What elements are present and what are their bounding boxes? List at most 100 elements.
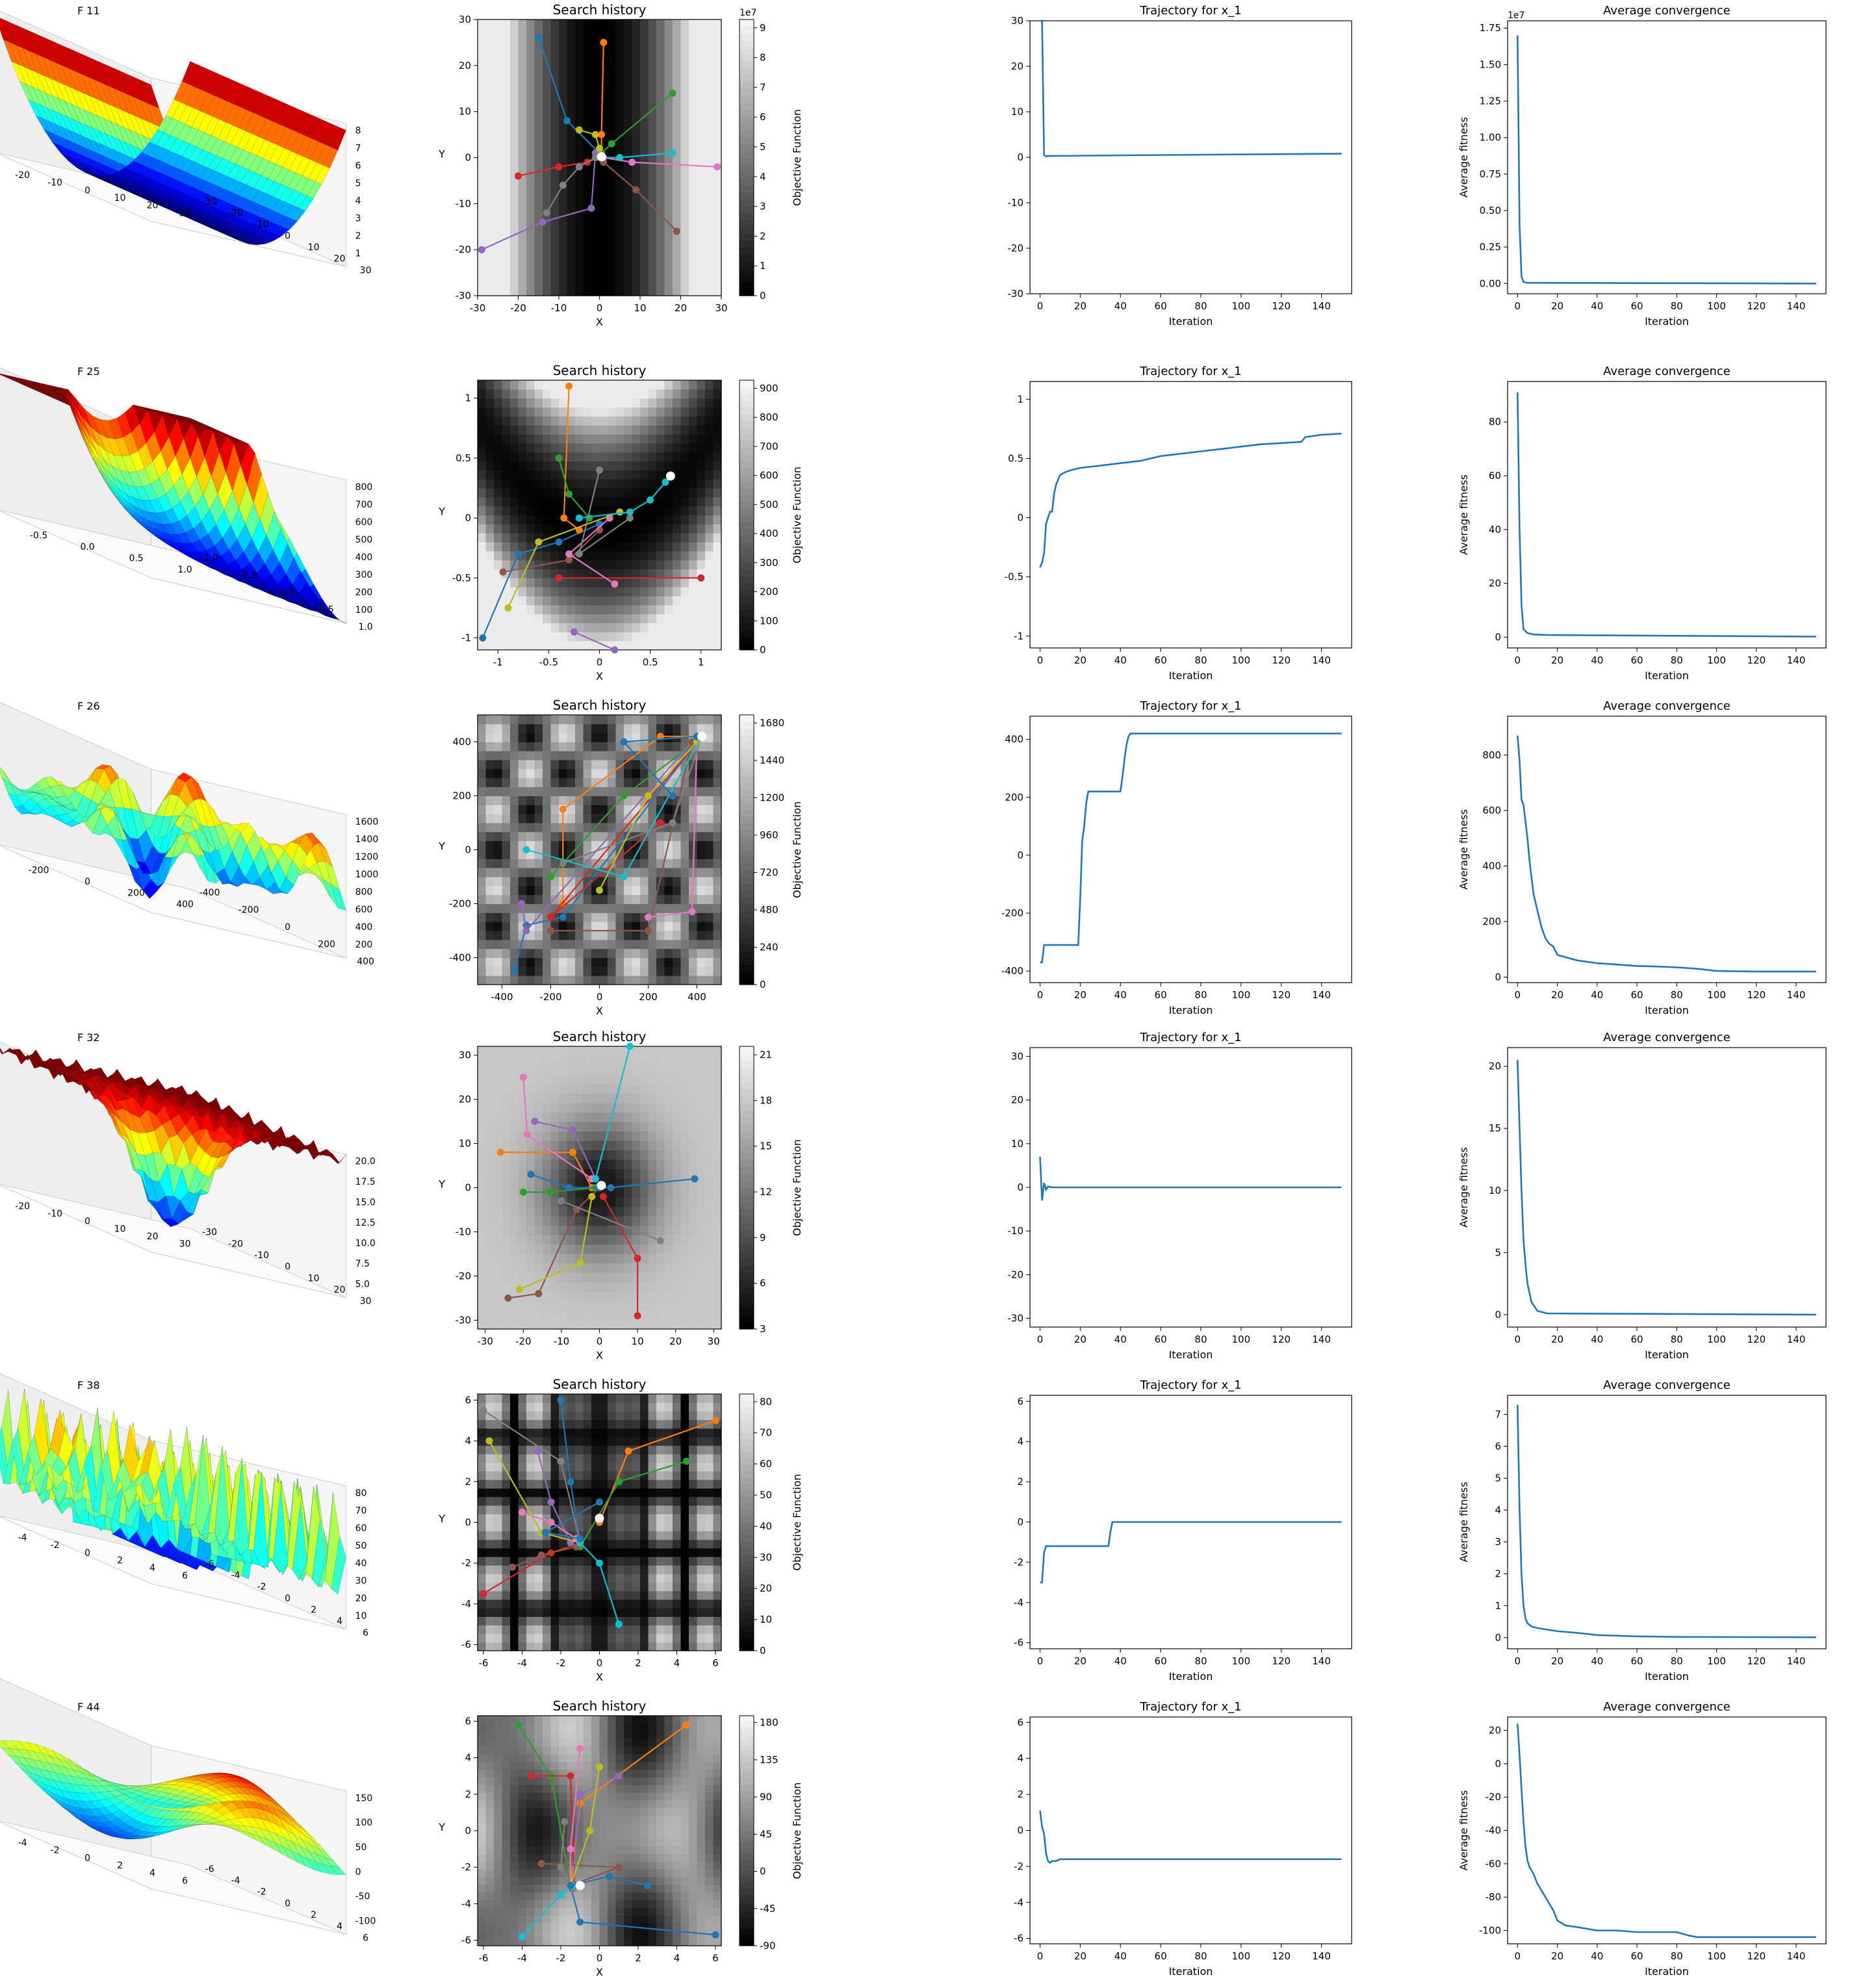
surface-z-tick: 800 [355, 887, 373, 897]
surface-z-tick: 12.5 [355, 1218, 376, 1228]
search-point [669, 89, 676, 97]
line-y-tick: 10 [1489, 1185, 1501, 1196]
colorbar-tick: 200 [760, 586, 778, 598]
search-point [587, 204, 595, 212]
chart-svg: F 32-30-20-100102030-30-20-1001020305.07… [0, 1031, 376, 1307]
line-x-tick: 60 [1155, 1950, 1167, 1962]
scatter-y-tick: 0 [465, 1182, 471, 1194]
search-point [647, 496, 654, 504]
search-point [611, 646, 619, 654]
surface-x-tick: -0.5 [30, 531, 47, 541]
scatter-y-tick: 0.5 [456, 452, 471, 464]
surface-x-tick: 4 [149, 1868, 155, 1879]
line-x-tick: 40 [1591, 654, 1603, 666]
chart-svg: Trajectory for x_1 0 20 40 60 80 100 120 140 -400… [1001, 699, 1352, 1016]
search-point [575, 550, 583, 558]
line-y-tick: 5 [1495, 1246, 1501, 1258]
search-point [656, 1237, 664, 1245]
surface-x-tick: 10 [114, 1224, 126, 1234]
surface-x-tick: 0.0 [80, 542, 94, 552]
line-x-tick: 40 [1591, 1655, 1603, 1667]
search-point [541, 1529, 549, 1536]
series-line [1517, 1060, 1816, 1316]
scatter-y-tick: -20 [456, 1270, 472, 1282]
search-point [531, 1118, 539, 1125]
line-y-tick: 2 [1017, 1788, 1023, 1800]
surface-x-tick: 10 [114, 193, 126, 203]
search-point [628, 159, 636, 166]
scatter-x-tick: 4 [674, 1657, 680, 1669]
surface-x-tick: 30 [179, 208, 191, 218]
search-point [575, 514, 583, 522]
line-x-tick: 140 [1787, 989, 1806, 1001]
scatter-x-tick: 0 [597, 1952, 603, 1964]
surface-mesh [0, 18, 346, 246]
surface-x-tick: -2 [51, 1846, 60, 1856]
colorbar-tick: 960 [760, 829, 778, 841]
line-y-tick: -20 [1008, 1269, 1024, 1280]
chart-svg: F 25-1.0-0.50.00.51.0-1.0-0.50.00.51.010… [0, 365, 373, 632]
line-x-tick: 80 [1671, 1655, 1683, 1667]
scatter-x-tick: -4 [517, 1952, 527, 1964]
line-x-tick: 40 [1114, 1655, 1127, 1667]
series-line [1517, 1404, 1816, 1638]
line-x-tick: 140 [1787, 1950, 1806, 1962]
trajectory-plot: Trajectory for x_1 0 20 40 60 80 100 120 140 -1 -0… [975, 361, 1378, 692]
scatter-y-tick: -2 [461, 1861, 471, 1873]
search-point [624, 1447, 632, 1455]
surface-x-tick: 4 [149, 1563, 155, 1573]
line-x-tick: 40 [1114, 1950, 1127, 1962]
search-point [563, 117, 571, 125]
line-xlabel: Iteration [1645, 669, 1689, 682]
search-path-line [508, 1187, 600, 1299]
search-point [669, 149, 676, 157]
plot-area [1507, 1716, 1827, 1944]
surface-y-tick: -10 [254, 220, 269, 230]
scatter-y-tick: -10 [456, 198, 472, 209]
line-y-tick: 2 [1017, 1476, 1023, 1488]
line-y-tick: -30 [1008, 1313, 1024, 1324]
line-x-tick: 0 [1037, 1655, 1044, 1667]
surface-z-tick: 40 [355, 1558, 367, 1569]
surface-y-tick: 20 [334, 254, 346, 265]
colorbar-tick: 50 [760, 1490, 772, 1501]
surface-y-tick: 0 [285, 231, 290, 241]
series-line [1039, 1156, 1342, 1201]
search-point [560, 514, 568, 522]
line-y-tick: 10 [1011, 106, 1023, 118]
search-point [620, 792, 628, 799]
line-y-tick: 60 [1489, 470, 1501, 482]
line-title: Average convergence [1603, 365, 1730, 378]
line-y-tick: 4 [1017, 1436, 1023, 1447]
scatter-x-tick: 6 [712, 1952, 719, 1964]
surface-y-tick: -30 [202, 1228, 217, 1238]
surface-z-tick: 60 [355, 1523, 367, 1534]
colorbar-tick: 300 [760, 557, 778, 569]
line-title: Trajectory for x_1 [1139, 365, 1241, 378]
colorbar-label: Objective Function [791, 467, 803, 563]
series-line [1517, 35, 1816, 285]
search-point [565, 382, 573, 390]
search-point [575, 163, 583, 171]
line-x-tick: 40 [1114, 300, 1127, 312]
line-x-tick: 120 [1272, 300, 1291, 312]
search-point [565, 556, 573, 564]
convergence-plot: Average convergence 0 20 40 60 80 100 120 140 0 5 1… [1452, 1027, 1852, 1371]
line-x-tick: 100 [1232, 300, 1251, 312]
line-x-tick: 80 [1671, 654, 1683, 666]
surface-z-tick: 1600 [355, 817, 379, 827]
scatter-ylabel: Y [438, 840, 445, 853]
search-path [543, 154, 599, 216]
surface-x-tick: 30 [179, 1239, 191, 1250]
surface-x-tick: -10 [47, 1209, 62, 1219]
line-x-tick: 140 [1312, 1334, 1331, 1345]
search-point [565, 1184, 573, 1191]
search-point [712, 1931, 719, 1939]
search-path [558, 1197, 664, 1245]
surface-y-tick: -2 [257, 1582, 266, 1592]
surface-y-tick: -200 [238, 905, 259, 916]
search-point [547, 927, 554, 935]
scatter-y-tick: 200 [452, 790, 471, 802]
surface-title: F 32 [77, 1031, 100, 1044]
line-x-tick: 80 [1194, 989, 1207, 1001]
